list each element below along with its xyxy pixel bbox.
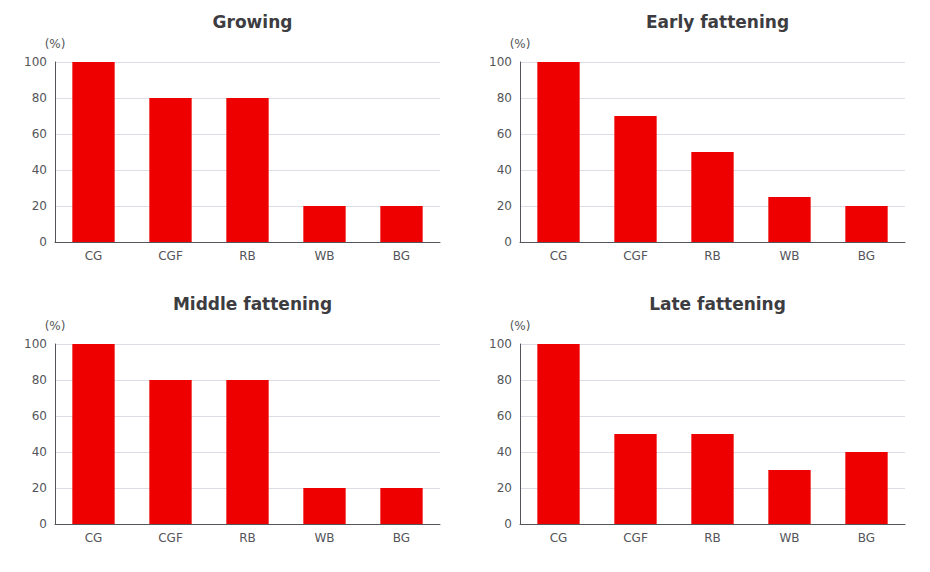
svg-text:0: 0 xyxy=(39,517,47,531)
svg-text:20: 20 xyxy=(497,199,512,213)
svg-text:Middle fattening: Middle fattening xyxy=(173,294,332,314)
svg-text:(%): (%) xyxy=(45,37,66,51)
svg-text:RB: RB xyxy=(239,249,256,263)
svg-text:BG: BG xyxy=(858,249,875,263)
svg-text:CG: CG xyxy=(550,249,568,263)
svg-text:20: 20 xyxy=(32,481,47,495)
svg-text:RB: RB xyxy=(239,531,256,545)
svg-text:BG: BG xyxy=(393,249,410,263)
svg-text:RB: RB xyxy=(704,249,721,263)
svg-text:CGF: CGF xyxy=(158,531,183,545)
svg-text:0: 0 xyxy=(504,235,512,249)
svg-text:0: 0 xyxy=(39,235,47,249)
svg-text:Early fattening: Early fattening xyxy=(646,12,789,32)
svg-text:40: 40 xyxy=(32,445,47,459)
svg-text:60: 60 xyxy=(497,127,512,141)
svg-text:80: 80 xyxy=(32,373,47,387)
svg-text:20: 20 xyxy=(32,199,47,213)
svg-text:CGF: CGF xyxy=(623,249,648,263)
svg-text:100: 100 xyxy=(24,337,47,351)
svg-text:80: 80 xyxy=(497,373,512,387)
svg-text:20: 20 xyxy=(497,481,512,495)
svg-text:Late fattening: Late fattening xyxy=(649,294,786,314)
svg-text:WB: WB xyxy=(314,249,334,263)
svg-text:80: 80 xyxy=(32,91,47,105)
svg-text:60: 60 xyxy=(32,127,47,141)
svg-text:CG: CG xyxy=(85,249,103,263)
svg-text:60: 60 xyxy=(497,409,512,423)
svg-text:(%): (%) xyxy=(510,319,531,333)
svg-text:100: 100 xyxy=(24,55,47,69)
svg-text:80: 80 xyxy=(497,91,512,105)
svg-text:60: 60 xyxy=(32,409,47,423)
svg-text:100: 100 xyxy=(489,337,512,351)
svg-text:Growing: Growing xyxy=(213,12,293,32)
svg-text:WB: WB xyxy=(779,249,799,263)
svg-text:CGF: CGF xyxy=(158,249,183,263)
svg-text:CG: CG xyxy=(550,531,568,545)
svg-text:BG: BG xyxy=(858,531,875,545)
svg-text:100: 100 xyxy=(489,55,512,69)
svg-text:RB: RB xyxy=(704,531,721,545)
svg-text:(%): (%) xyxy=(510,37,531,51)
svg-text:40: 40 xyxy=(32,163,47,177)
svg-text:CGF: CGF xyxy=(623,531,648,545)
svg-text:WB: WB xyxy=(779,531,799,545)
svg-text:(%): (%) xyxy=(45,319,66,333)
svg-text:40: 40 xyxy=(497,445,512,459)
svg-text:0: 0 xyxy=(504,517,512,531)
svg-text:BG: BG xyxy=(393,531,410,545)
svg-text:WB: WB xyxy=(314,531,334,545)
svg-text:40: 40 xyxy=(497,163,512,177)
svg-text:CG: CG xyxy=(85,531,103,545)
